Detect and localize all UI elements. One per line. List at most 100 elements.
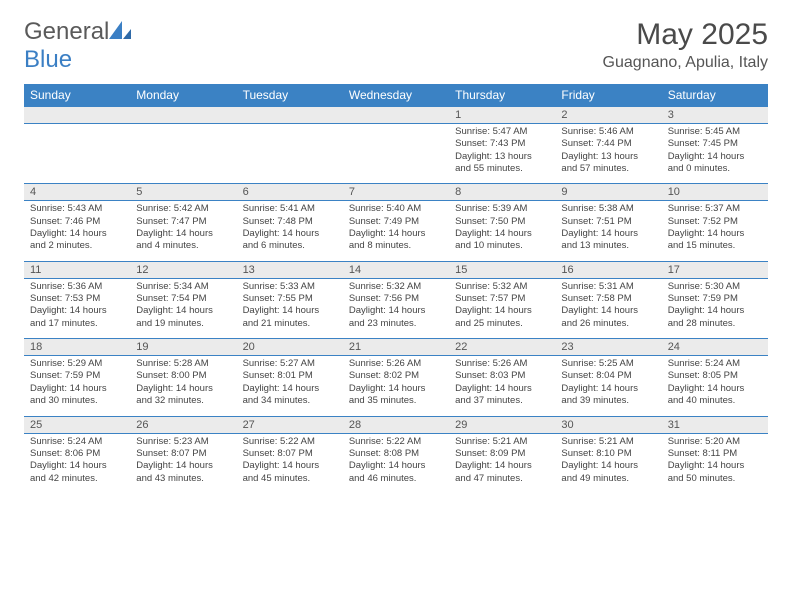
sunset-text: Sunset: 7:51 PM <box>561 216 655 228</box>
daylight-text: Daylight: 14 hours and 49 minutes. <box>561 460 655 485</box>
daylight-text: Daylight: 14 hours and 17 minutes. <box>30 305 124 330</box>
daylight-text: Daylight: 13 hours and 57 minutes. <box>561 151 655 176</box>
sunset-text: Sunset: 8:04 PM <box>561 370 655 382</box>
day-info: Sunrise: 5:26 AMSunset: 8:03 PMDaylight:… <box>455 358 549 407</box>
daylight-text: Daylight: 14 hours and 13 minutes. <box>561 228 655 253</box>
day-number-cell <box>130 107 236 124</box>
sunset-text: Sunset: 8:03 PM <box>455 370 549 382</box>
month-title: May 2025 <box>603 18 768 52</box>
daylight-text: Daylight: 14 hours and 28 minutes. <box>668 305 762 330</box>
day-number-cell: 25 <box>24 416 130 433</box>
daylight-text: Daylight: 14 hours and 8 minutes. <box>349 228 443 253</box>
day-detail-cell: Sunrise: 5:38 AMSunset: 7:51 PMDaylight:… <box>555 201 661 261</box>
sunrise-text: Sunrise: 5:46 AM <box>561 126 655 138</box>
daylight-text: Daylight: 13 hours and 55 minutes. <box>455 151 549 176</box>
day-info: Sunrise: 5:43 AMSunset: 7:46 PMDaylight:… <box>30 203 124 252</box>
day-number-cell: 4 <box>24 184 130 201</box>
day-detail-cell: Sunrise: 5:29 AMSunset: 7:59 PMDaylight:… <box>24 356 130 416</box>
day-number-cell: 28 <box>343 416 449 433</box>
day-info: Sunrise: 5:45 AMSunset: 7:45 PMDaylight:… <box>668 126 762 175</box>
day-header: Friday <box>555 84 661 107</box>
day-info: Sunrise: 5:37 AMSunset: 7:52 PMDaylight:… <box>668 203 762 252</box>
daylight-text: Daylight: 14 hours and 40 minutes. <box>668 383 762 408</box>
day-info: Sunrise: 5:36 AMSunset: 7:53 PMDaylight:… <box>30 281 124 330</box>
day-detail-cell: Sunrise: 5:45 AMSunset: 7:45 PMDaylight:… <box>662 124 768 184</box>
day-info: Sunrise: 5:33 AMSunset: 7:55 PMDaylight:… <box>243 281 337 330</box>
sunrise-text: Sunrise: 5:22 AM <box>349 436 443 448</box>
sunrise-text: Sunrise: 5:23 AM <box>136 436 230 448</box>
sunrise-text: Sunrise: 5:26 AM <box>349 358 443 370</box>
day-detail-cell: Sunrise: 5:32 AMSunset: 7:56 PMDaylight:… <box>343 278 449 338</box>
sunrise-text: Sunrise: 5:21 AM <box>561 436 655 448</box>
sunset-text: Sunset: 7:54 PM <box>136 293 230 305</box>
day-detail-cell: Sunrise: 5:33 AMSunset: 7:55 PMDaylight:… <box>237 278 343 338</box>
sunset-text: Sunset: 8:06 PM <box>30 448 124 460</box>
week-detail-row: Sunrise: 5:43 AMSunset: 7:46 PMDaylight:… <box>24 201 768 261</box>
day-header: Thursday <box>449 84 555 107</box>
daylight-text: Daylight: 14 hours and 15 minutes. <box>668 228 762 253</box>
sunset-text: Sunset: 8:01 PM <box>243 370 337 382</box>
sunset-text: Sunset: 8:09 PM <box>455 448 549 460</box>
week-detail-row: Sunrise: 5:29 AMSunset: 7:59 PMDaylight:… <box>24 356 768 416</box>
day-info: Sunrise: 5:28 AMSunset: 8:00 PMDaylight:… <box>136 358 230 407</box>
day-number-cell: 27 <box>237 416 343 433</box>
day-detail-cell: Sunrise: 5:34 AMSunset: 7:54 PMDaylight:… <box>130 278 236 338</box>
calendar-table: SundayMondayTuesdayWednesdayThursdayFrid… <box>24 84 768 493</box>
day-number-cell: 19 <box>130 339 236 356</box>
day-number-cell: 21 <box>343 339 449 356</box>
sunrise-text: Sunrise: 5:29 AM <box>30 358 124 370</box>
logo-text-general: General <box>24 18 109 45</box>
day-number-cell: 30 <box>555 416 661 433</box>
sunset-text: Sunset: 8:11 PM <box>668 448 762 460</box>
sunset-text: Sunset: 7:58 PM <box>561 293 655 305</box>
sunrise-text: Sunrise: 5:21 AM <box>455 436 549 448</box>
day-number-cell: 5 <box>130 184 236 201</box>
day-detail-cell: Sunrise: 5:21 AMSunset: 8:09 PMDaylight:… <box>449 433 555 493</box>
day-detail-cell: Sunrise: 5:27 AMSunset: 8:01 PMDaylight:… <box>237 356 343 416</box>
day-info: Sunrise: 5:27 AMSunset: 8:01 PMDaylight:… <box>243 358 337 407</box>
daylight-text: Daylight: 14 hours and 43 minutes. <box>136 460 230 485</box>
daylight-text: Daylight: 14 hours and 0 minutes. <box>668 151 762 176</box>
week-number-row: 45678910 <box>24 184 768 201</box>
logo-text-blue: Blue <box>24 46 72 73</box>
day-number-cell <box>24 107 130 124</box>
week-number-row: 11121314151617 <box>24 261 768 278</box>
day-info: Sunrise: 5:32 AMSunset: 7:57 PMDaylight:… <box>455 281 549 330</box>
day-info: Sunrise: 5:24 AMSunset: 8:06 PMDaylight:… <box>30 436 124 485</box>
sunrise-text: Sunrise: 5:30 AM <box>668 281 762 293</box>
day-info: Sunrise: 5:20 AMSunset: 8:11 PMDaylight:… <box>668 436 762 485</box>
day-header: Tuesday <box>237 84 343 107</box>
sunset-text: Sunset: 7:46 PM <box>30 216 124 228</box>
day-number-cell: 1 <box>449 107 555 124</box>
day-info: Sunrise: 5:46 AMSunset: 7:44 PMDaylight:… <box>561 126 655 175</box>
daylight-text: Daylight: 14 hours and 21 minutes. <box>243 305 337 330</box>
day-detail-cell: Sunrise: 5:31 AMSunset: 7:58 PMDaylight:… <box>555 278 661 338</box>
day-number-cell: 29 <box>449 416 555 433</box>
sunrise-text: Sunrise: 5:32 AM <box>455 281 549 293</box>
day-detail-cell <box>130 124 236 184</box>
daylight-text: Daylight: 14 hours and 4 minutes. <box>136 228 230 253</box>
sunset-text: Sunset: 7:56 PM <box>349 293 443 305</box>
day-number-cell: 8 <box>449 184 555 201</box>
daylight-text: Daylight: 14 hours and 2 minutes. <box>30 228 124 253</box>
day-header: Saturday <box>662 84 768 107</box>
calendar-header-row: SundayMondayTuesdayWednesdayThursdayFrid… <box>24 84 768 107</box>
day-detail-cell: Sunrise: 5:43 AMSunset: 7:46 PMDaylight:… <box>24 201 130 261</box>
week-detail-row: Sunrise: 5:36 AMSunset: 7:53 PMDaylight:… <box>24 278 768 338</box>
sunset-text: Sunset: 7:59 PM <box>30 370 124 382</box>
day-info: Sunrise: 5:21 AMSunset: 8:10 PMDaylight:… <box>561 436 655 485</box>
daylight-text: Daylight: 14 hours and 30 minutes. <box>30 383 124 408</box>
day-detail-cell: Sunrise: 5:24 AMSunset: 8:06 PMDaylight:… <box>24 433 130 493</box>
daylight-text: Daylight: 14 hours and 35 minutes. <box>349 383 443 408</box>
sunset-text: Sunset: 7:52 PM <box>668 216 762 228</box>
sunrise-text: Sunrise: 5:42 AM <box>136 203 230 215</box>
day-info: Sunrise: 5:38 AMSunset: 7:51 PMDaylight:… <box>561 203 655 252</box>
week-number-row: 123 <box>24 107 768 124</box>
day-number-cell: 18 <box>24 339 130 356</box>
day-number-cell: 2 <box>555 107 661 124</box>
daylight-text: Daylight: 14 hours and 23 minutes. <box>349 305 443 330</box>
day-detail-cell: Sunrise: 5:28 AMSunset: 8:00 PMDaylight:… <box>130 356 236 416</box>
sunrise-text: Sunrise: 5:36 AM <box>30 281 124 293</box>
page-header: GeneralBlue May 2025 Guagnano, Apulia, I… <box>24 18 768 74</box>
day-detail-cell: Sunrise: 5:41 AMSunset: 7:48 PMDaylight:… <box>237 201 343 261</box>
